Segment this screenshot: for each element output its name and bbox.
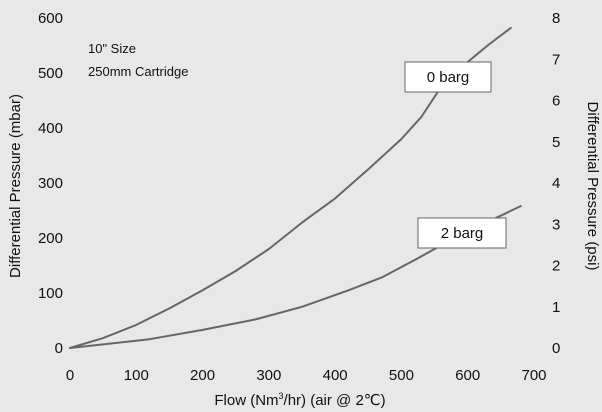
- svg-text:0 barg: 0 barg: [427, 69, 470, 86]
- x-tick-label: 200: [190, 367, 215, 384]
- x-tick-label: 400: [323, 367, 348, 384]
- x-tick-label: 500: [389, 367, 414, 384]
- x-tick-label: 700: [521, 367, 546, 384]
- pressure-flow-chart: 0 100 200 300 400 500 600 0 1 2 3 4 5 6 7 8 0 100 200 300…: [0, 0, 602, 412]
- y-tick-label: 300: [38, 175, 63, 192]
- svg-text:2 barg: 2 barg: [441, 225, 484, 242]
- x-axis-ticks: 0 100 200 300 400 500 600 700: [66, 367, 547, 384]
- y-tick-label: 500: [38, 65, 63, 82]
- x-tick-label: 600: [455, 367, 480, 384]
- y2-tick-label: 6: [552, 93, 560, 110]
- y-axis-title: Differential Pressure (mbar): [7, 94, 24, 278]
- series-label-0-barg: 0 barg: [405, 62, 491, 92]
- annotation-size: 10" Size: [88, 41, 136, 56]
- y-tick-label: 400: [38, 120, 63, 137]
- y2-tick-label: 2: [552, 258, 560, 275]
- y2-tick-label: 1: [552, 299, 560, 316]
- x-tick-label: 100: [124, 367, 149, 384]
- x-tick-label: 300: [256, 367, 281, 384]
- y2-axis-title: Differential Pressure (psi): [584, 102, 601, 271]
- annotation-cartridge: 250mm Cartridge: [88, 64, 188, 79]
- y-tick-label: 100: [38, 285, 63, 302]
- y-tick-label: 0: [55, 340, 63, 357]
- y-tick-label: 600: [38, 10, 63, 27]
- x-axis-title: Flow (Nm3/hr) (air @ 2℃): [214, 391, 385, 409]
- y-tick-label: 200: [38, 230, 63, 247]
- y2-tick-label: 7: [552, 51, 560, 68]
- y-axis-ticks: 0 100 200 300 400 500 600: [38, 10, 63, 357]
- y2-axis-ticks: 0 1 2 3 4 5 6 7 8: [552, 10, 560, 357]
- y2-tick-label: 0: [552, 340, 560, 357]
- series-label-2-barg: 2 barg: [418, 218, 506, 248]
- x-tick-label: 0: [66, 367, 74, 384]
- y2-tick-label: 5: [552, 134, 560, 151]
- y2-tick-label: 8: [552, 10, 560, 27]
- y2-tick-label: 4: [552, 175, 560, 192]
- y2-tick-label: 3: [552, 216, 560, 233]
